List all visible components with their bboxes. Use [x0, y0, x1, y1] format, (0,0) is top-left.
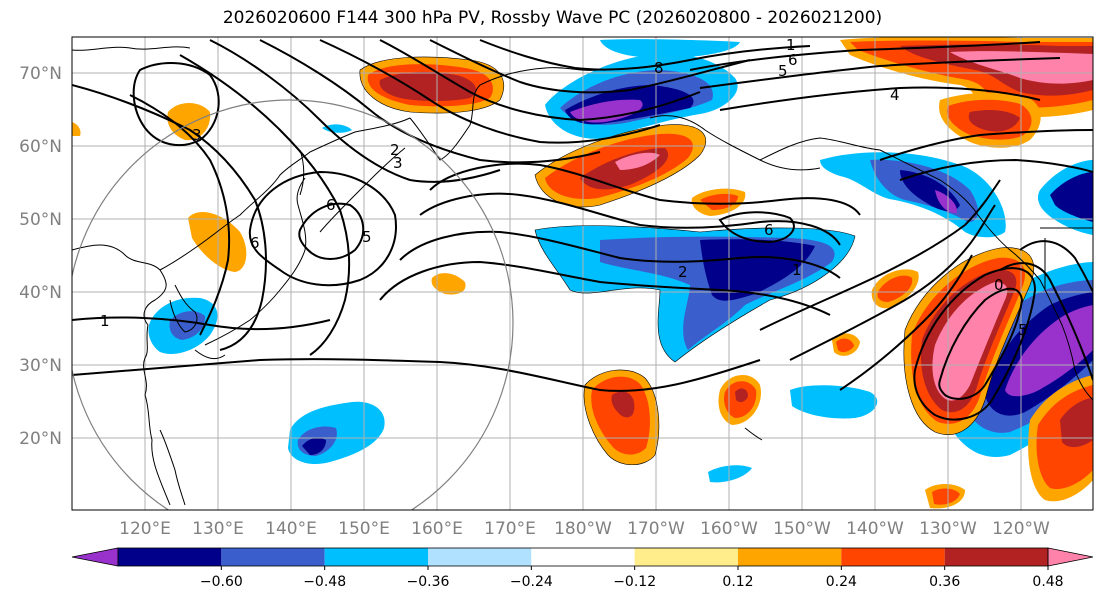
contour-label: 5 — [778, 62, 788, 80]
colorbar-extend-high — [1047, 547, 1094, 567]
contour-label: 6 — [788, 51, 798, 69]
colorbar-bin — [118, 548, 222, 566]
contour-label: 1 — [786, 36, 796, 54]
colorbar-bin — [634, 548, 738, 566]
contour-label: 6 — [250, 234, 260, 252]
contour-label: 8 — [654, 59, 664, 77]
pv-anomaly-outline — [359, 56, 1035, 466]
lat-label: 50°N — [19, 210, 62, 230]
colorbar-tick-label: 0.36 — [929, 574, 960, 590]
lon-label: 170°E — [484, 519, 536, 539]
contour-label: 1 — [100, 312, 110, 330]
contour-label: 4 — [890, 86, 900, 104]
lon-label: 120°W — [992, 519, 1050, 539]
contour-label: 6 — [326, 196, 336, 214]
contour-label: 1 — [792, 261, 802, 279]
colorbar-bin — [944, 548, 1048, 566]
contour-label: 2 — [390, 141, 400, 159]
lon-label: 120°E — [119, 519, 171, 539]
contour-label-group: 1 2 3 5 6 8 6 5 4 6 2 1 3 5 6 1 0 — [100, 36, 1028, 339]
lon-label: 160°E — [411, 519, 463, 539]
contour-label: 2 — [678, 263, 688, 281]
lon-label: 160°W — [700, 519, 758, 539]
longitude-labels: 120°E 130°E 140°E 150°E 160°E 170°E 180°… — [119, 519, 1050, 539]
colorbar-bin — [428, 548, 532, 566]
latitude-labels: 70°N 60°N 50°N 40°N 30°N 20°N — [19, 64, 62, 449]
contour-label: 3 — [192, 126, 202, 144]
colorbar-bin — [738, 548, 842, 566]
region-circle — [72, 99, 514, 510]
lon-label: 180°W — [554, 519, 612, 539]
contour-label: 3 — [393, 154, 403, 172]
colorbar-frame — [117, 547, 1049, 567]
colorbar-extend-low — [71, 547, 119, 567]
colorbar-bin — [221, 548, 325, 566]
contour-label: 0 — [994, 276, 1004, 294]
lon-label: 170°W — [627, 519, 685, 539]
colorbar-tick-label: −0.36 — [407, 574, 450, 590]
lon-label: 150°E — [338, 519, 390, 539]
lat-label: 20°N — [19, 429, 62, 449]
lon-label: 130°E — [192, 519, 244, 539]
colorbar-tick-label: 0.12 — [722, 574, 753, 590]
colorbar-tick-label: −0.60 — [200, 574, 243, 590]
lon-label: 140°W — [846, 519, 904, 539]
plot-frame — [71, 36, 1094, 511]
graticule — [72, 37, 1093, 510]
colorbar-tick-label: 0.48 — [1032, 574, 1063, 590]
colorbar-tick-label: −0.12 — [613, 574, 656, 590]
contour-label: 5 — [362, 228, 372, 246]
colorbar-bin — [841, 548, 945, 566]
colorbar-bin — [324, 548, 428, 566]
lat-label: 60°N — [19, 137, 62, 157]
coastlines — [72, 46, 1093, 506]
colorbar-bin — [531, 548, 635, 566]
pv-anomaly-fill — [72, 37, 1093, 509]
colorbar-tick-label: −0.24 — [510, 574, 553, 590]
colorbar-tick-label: 0.24 — [826, 574, 857, 590]
lat-label: 70°N — [19, 64, 62, 84]
contour-label: 6 — [764, 221, 774, 239]
lat-label: 30°N — [19, 356, 62, 376]
lon-label: 150°W — [773, 519, 831, 539]
colorbar-tick-label: −0.48 — [303, 574, 346, 590]
colorbar: −0.60 −0.48 −0.36 −0.24 −0.12 0.12 0.24 0.36 0.4… — [71, 547, 1094, 590]
lat-label: 40°N — [19, 283, 62, 303]
map-title: 2026020600 F144 300 hPa PV, Rossby Wave … — [222, 8, 883, 28]
contour-lines — [72, 39, 1093, 421]
lon-label: 140°E — [265, 519, 317, 539]
contour-label: 5 — [1018, 321, 1028, 339]
lon-label: 130°W — [919, 519, 977, 539]
